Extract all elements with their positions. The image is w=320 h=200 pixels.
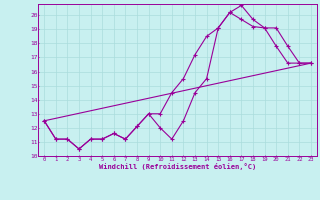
X-axis label: Windchill (Refroidissement éolien,°C): Windchill (Refroidissement éolien,°C) <box>99 163 256 170</box>
